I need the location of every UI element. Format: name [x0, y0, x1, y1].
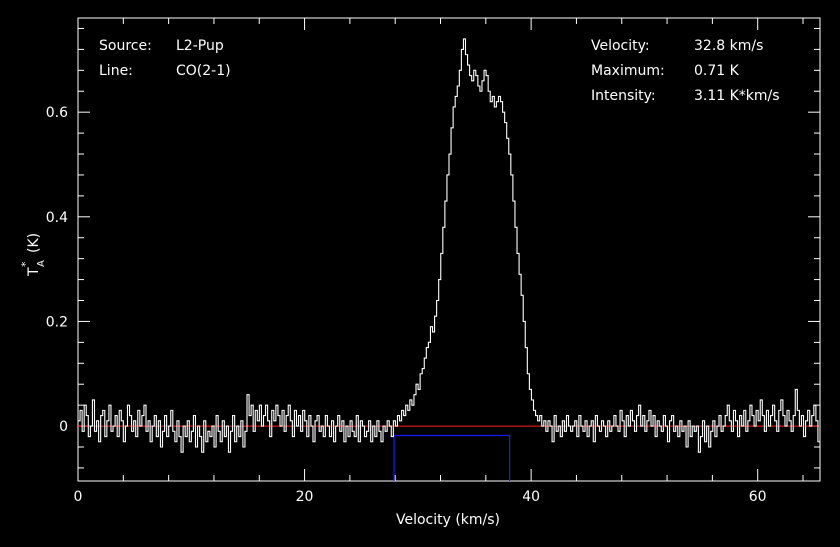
x-tick-label: 20 [296, 489, 314, 505]
x-tick-labels: 0 20 40 60 [74, 489, 767, 505]
velocity-label: Velocity: [591, 38, 650, 54]
x-tick-label: 0 [74, 489, 83, 505]
integration-window [393, 434, 511, 481]
info-right: Velocity: 32.8 km/s Maximum: 0.71 K Inte… [591, 38, 780, 104]
spectrum-line [78, 38, 820, 453]
source-value: L2-Pup [176, 38, 224, 54]
y-axis-label: T * A (K) [19, 233, 47, 277]
line-label: Line: [99, 63, 133, 79]
y-axis-label-star: * [19, 261, 32, 267]
y-tick-label: 0.2 [46, 314, 68, 330]
y-tick-label: 0.6 [46, 105, 68, 121]
y-axis-label-unit: (K) [26, 233, 42, 253]
y-axis-label-t: T [26, 267, 42, 277]
axis-ticks [77, 18, 820, 481]
intensity-label: Intensity: [591, 88, 656, 104]
intensity-value: 3.11 K*km/s [694, 88, 780, 104]
info-left: Source: L2-Pup Line: CO(2-1) [99, 38, 231, 79]
y-tick-label: 0 [59, 419, 68, 435]
line-value: CO(2-1) [176, 63, 231, 79]
x-axis-label: Velocity (km/s) [396, 512, 500, 528]
y-tick-labels: 0 0.2 0.4 0.6 [46, 105, 68, 435]
velocity-value: 32.8 km/s [694, 38, 763, 54]
x-tick-label: 40 [522, 489, 540, 505]
y-axis-label-sub: A [36, 260, 47, 267]
maximum-value: 0.71 K [694, 63, 740, 79]
x-tick-label: 60 [749, 489, 767, 505]
maximum-label: Maximum: [591, 63, 665, 79]
y-tick-label: 0.4 [46, 210, 68, 226]
plot-frame [77, 17, 821, 482]
source-label: Source: [99, 38, 152, 54]
